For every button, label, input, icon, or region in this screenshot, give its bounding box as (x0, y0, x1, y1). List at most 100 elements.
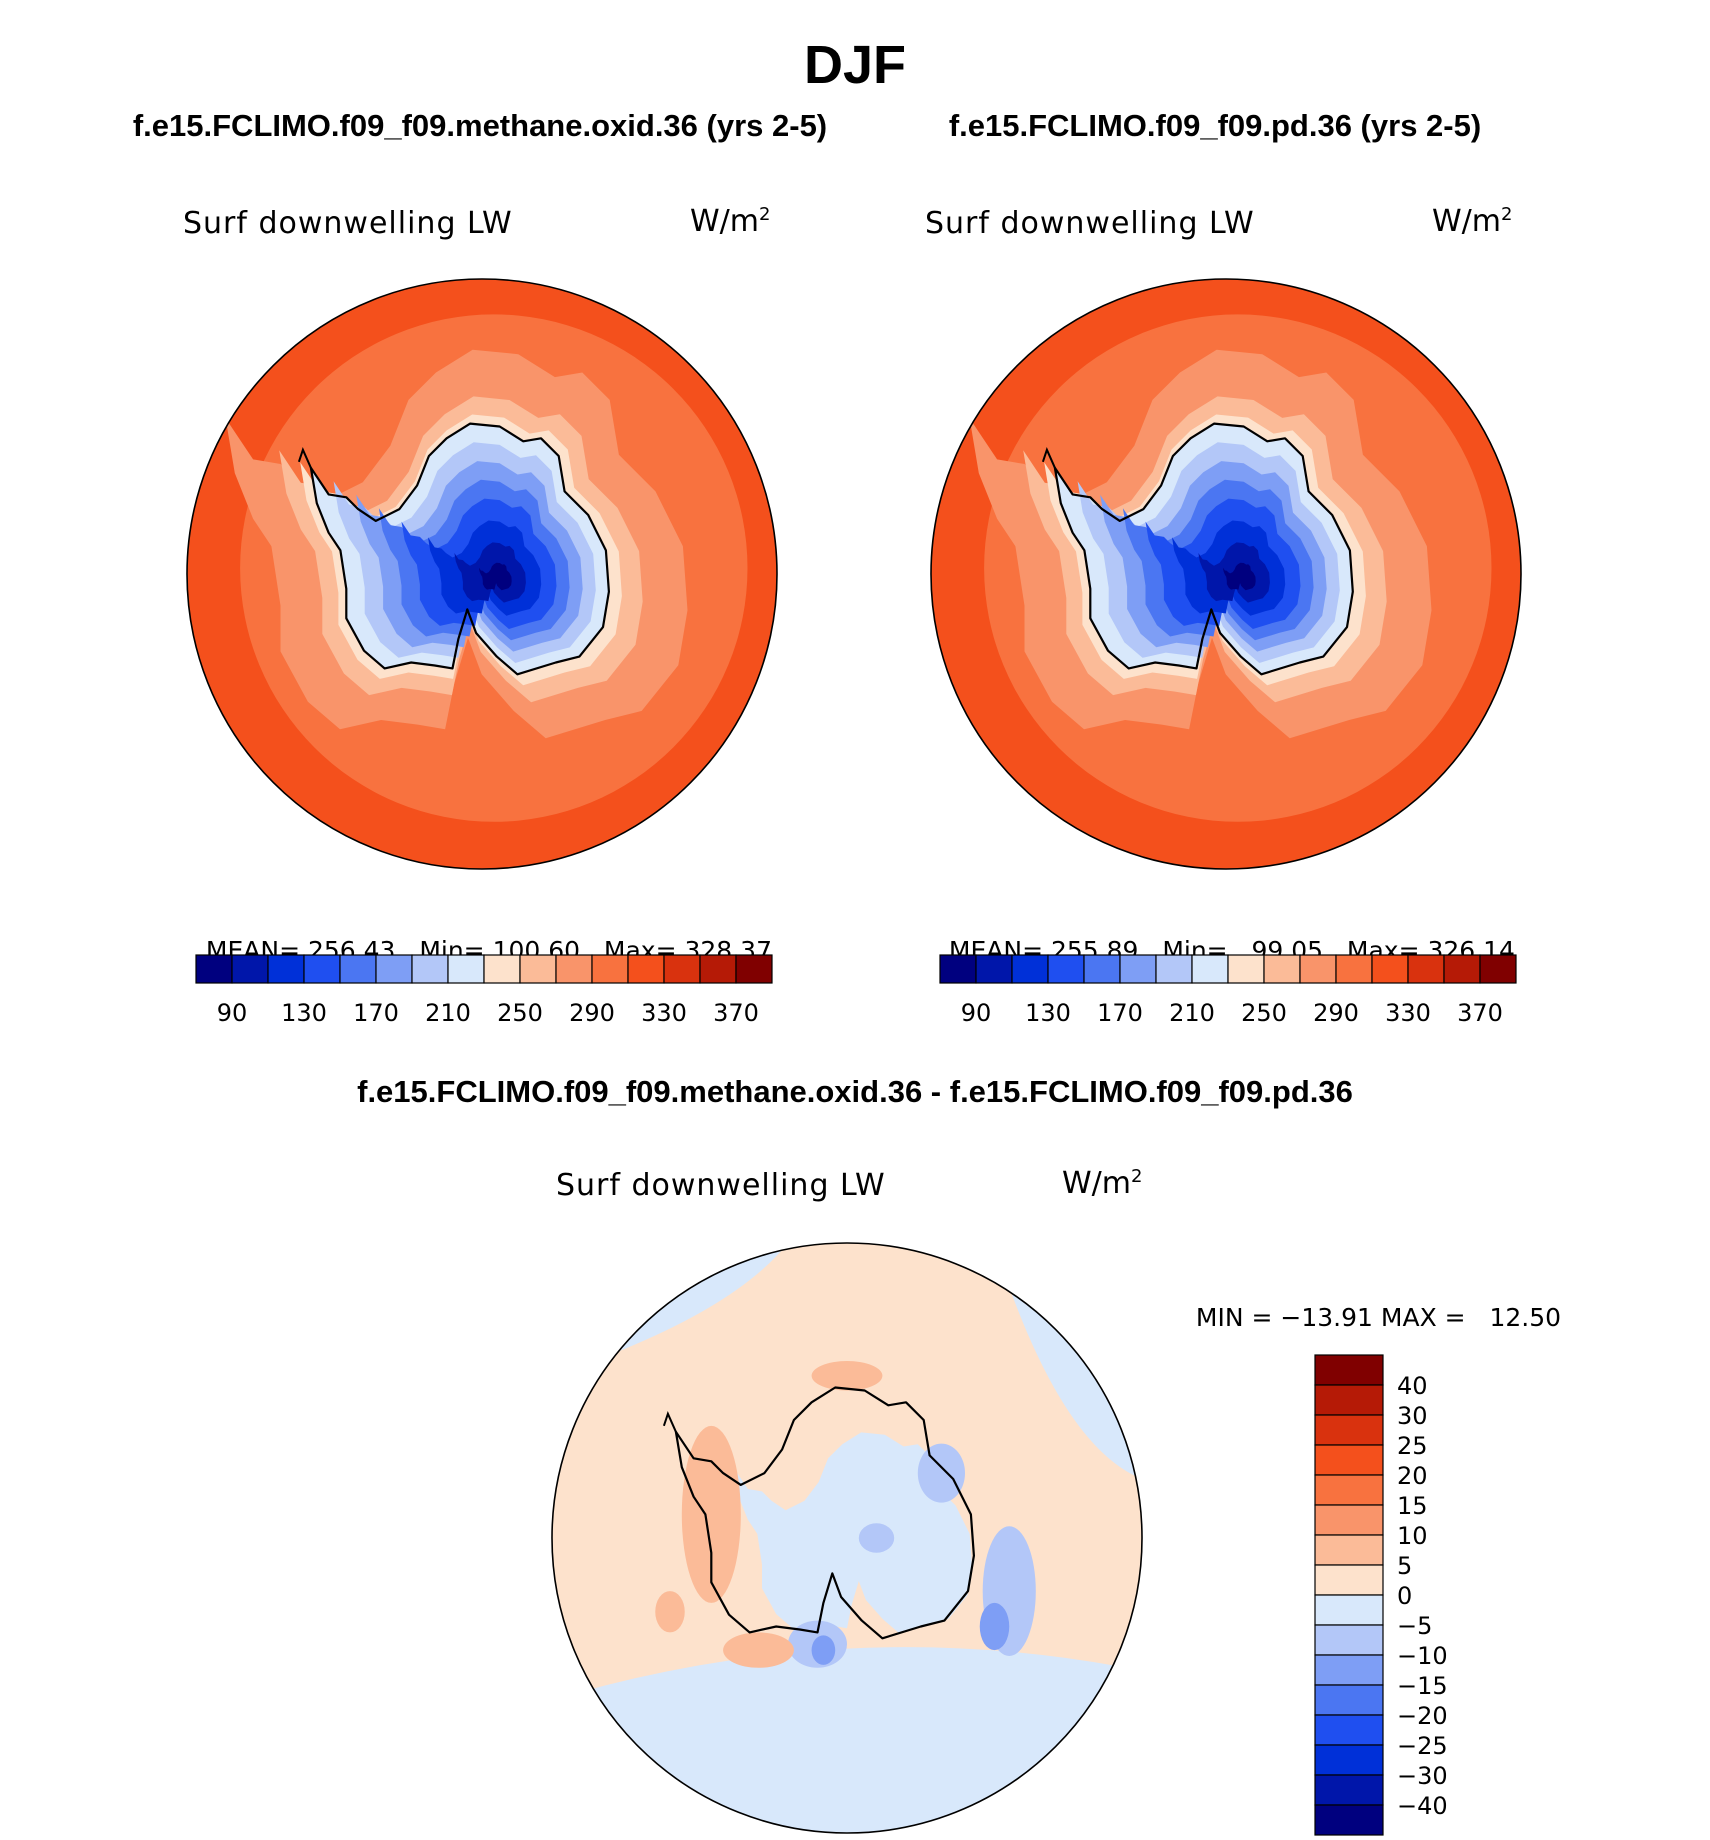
colorbar-cell (1047, 954, 1085, 984)
diff-anomaly-blob (979, 1602, 1010, 1651)
colorbar-tick-label: 210 (1169, 999, 1215, 1027)
colorbar-cell (411, 954, 449, 984)
colorbar-cell (1314, 1474, 1384, 1506)
colorbar-cell (1011, 954, 1049, 984)
coastline (309, 422, 610, 676)
units-superscript: 2 (759, 204, 771, 225)
colorbar-tick-label: 10 (1397, 1522, 1428, 1550)
colorbar-cell (663, 954, 701, 984)
page-title: DJF (803, 35, 906, 95)
coastline (1053, 422, 1354, 676)
colorbar-cell (1314, 1624, 1384, 1656)
colorbar-cell (1083, 954, 1121, 984)
colorbar-cell (735, 954, 773, 984)
colorbar-cell (555, 954, 593, 984)
colorbar-cell (1443, 954, 1481, 984)
colorbar-tick-label: 370 (1457, 999, 1503, 1027)
colorbar-cell (1314, 1534, 1384, 1566)
colorbar-cell (1335, 954, 1373, 984)
colorbar-left: 90 130 170 210 250 290 330 370 (195, 954, 773, 1027)
diff-anomaly-blob (917, 1443, 966, 1503)
colorbar-cell (699, 954, 737, 984)
colorbar-cell (375, 954, 413, 984)
diff-negative-region (733, 1432, 973, 1633)
colorbar-cell (1371, 954, 1409, 984)
polar-map-left (186, 278, 778, 870)
colorbar-tick-label: 15 (1397, 1492, 1428, 1520)
colorbar-tick-label: −40 (1397, 1792, 1448, 1820)
colorbar-tick-label: 40 (1397, 1372, 1428, 1400)
colorbar-tick-label: 0 (1397, 1582, 1412, 1610)
map-border (186, 278, 778, 870)
colorbar-cell (1314, 1744, 1384, 1776)
units-superscript: 2 (1501, 204, 1513, 225)
units-label-right: W/m2 (1432, 204, 1512, 239)
colorbar-cell (1314, 1384, 1384, 1416)
colorbar-cell (1227, 954, 1265, 984)
colorbar-tick-label: −15 (1397, 1672, 1448, 1700)
colorbar-cell (1155, 954, 1193, 984)
colorbar-cell (1314, 1714, 1384, 1746)
max-label: MAX = (1380, 1303, 1466, 1332)
colorbar-cell (339, 954, 377, 984)
units-text: W/m (1062, 1166, 1131, 1201)
coastline (674, 1386, 975, 1640)
colorbar-tick-label: 170 (353, 999, 399, 1027)
colorbar-tick-label: −20 (1397, 1702, 1448, 1730)
polar-map-diff (551, 1242, 1143, 1834)
colorbar-tick-label: 250 (1241, 999, 1287, 1027)
diff-anomaly-blob (723, 1632, 794, 1668)
panel-title-left: f.e15.FCLIMO.f09_f09.methane.oxid.36 (yr… (132, 108, 828, 143)
colorbar-cell (939, 954, 977, 984)
colorbar-cell (483, 954, 521, 984)
diff-variable-label: Surf downwelling LW (556, 1168, 886, 1203)
colorbar-tick-label: 330 (1385, 999, 1431, 1027)
colorbar-tick-label: 30 (1397, 1402, 1428, 1430)
colorbar-tick-label: 210 (425, 999, 471, 1027)
colorbar-tick-label: 25 (1397, 1432, 1428, 1460)
diff-anomaly-blob (811, 1361, 883, 1391)
colorbar-cell (195, 954, 233, 984)
colorbar-cell (303, 954, 341, 984)
colorbar-cell (1314, 1504, 1384, 1536)
colorbar-cell (1314, 1804, 1384, 1836)
units-label-left: W/m2 (690, 204, 770, 239)
diff-anomaly-blob (681, 1425, 741, 1603)
diff-anomaly-blob (811, 1635, 836, 1665)
diff-negative-region (552, 1647, 1142, 1833)
diff-units-label: W/m2 (1062, 1166, 1142, 1201)
min-label: MIN = (1195, 1303, 1273, 1332)
colorbar-tick-label: 90 (217, 999, 248, 1027)
polar-map-right (930, 278, 1522, 870)
colorbar-cell (1407, 954, 1445, 984)
colorbar-tick-label: 130 (1025, 999, 1071, 1027)
colorbar-cell (1314, 1594, 1384, 1626)
colorbar-tick-label: 90 (961, 999, 992, 1027)
colorbar-tick-label: 330 (641, 999, 687, 1027)
colorbar-right: 90 130 170 210 250 290 330 370 (939, 954, 1517, 1027)
map-fill-layer (552, 1243, 1142, 1833)
units-text: W/m (1432, 204, 1501, 239)
max-value: 12.50 (1489, 1303, 1562, 1332)
peninsula-islands (1041, 447, 1056, 469)
colorbar-tick-label: 170 (1097, 999, 1143, 1027)
colorbar-cell (1314, 1444, 1384, 1476)
variable-label-right: Surf downwelling LW (925, 206, 1255, 241)
colorbar-cell (1314, 1414, 1384, 1446)
colorbar-tick-label: 20 (1397, 1462, 1428, 1490)
diff-panel-title: f.e15.FCLIMO.f09_f09.methane.oxid.36 - f… (357, 1074, 1353, 1109)
diff-minmax-label: MIN = −13.91 MAX = 12.50 (1180, 1274, 1561, 1332)
colorbar-cell (975, 954, 1013, 984)
peninsula-islands (662, 1411, 677, 1433)
colorbar-tick-label: 370 (713, 999, 759, 1027)
colorbar-cell (1299, 954, 1337, 984)
peninsula-islands (297, 447, 312, 469)
colorbar-cell (1314, 1354, 1384, 1386)
colorbar-cell (591, 954, 629, 984)
colorbar-tick-label: −25 (1397, 1732, 1448, 1760)
units-text: W/m (690, 204, 759, 239)
colorbar-cell (1263, 954, 1301, 984)
colorbar-cell (1314, 1654, 1384, 1686)
